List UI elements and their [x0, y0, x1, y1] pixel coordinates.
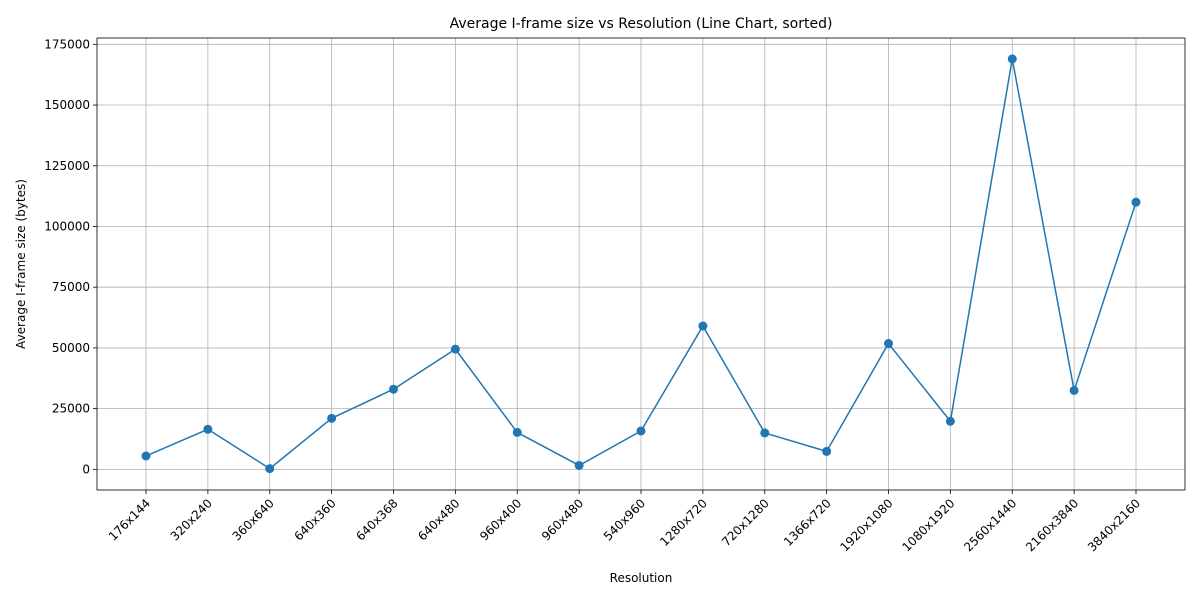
x-tick-label: 1080x1920	[899, 496, 957, 554]
y-axis-title: Average I-frame size (bytes)	[14, 179, 28, 349]
x-tick-label: 720x1280	[719, 496, 772, 549]
x-tick-label: 960x400	[477, 496, 524, 543]
data-point	[945, 416, 955, 426]
y-tick-label: 175000	[44, 37, 90, 51]
x-tick-label: 640x368	[353, 496, 400, 543]
x-tick-label: 540x960	[601, 496, 648, 543]
grid	[97, 38, 1185, 490]
x-tick-label: 640x360	[291, 496, 338, 543]
y-tick-label: 0	[82, 462, 90, 476]
y-tick-label: 75000	[52, 280, 90, 294]
y-tick-label: 50000	[52, 341, 90, 355]
x-tick-label: 1366x720	[781, 496, 834, 549]
data-point	[450, 344, 460, 354]
y-tick-label: 25000	[52, 402, 90, 416]
data-point	[203, 424, 213, 434]
x-tick-label: 640x480	[415, 496, 462, 543]
data-point	[1069, 385, 1079, 395]
data-point	[574, 460, 584, 470]
x-tick-label: 1920x1080	[838, 496, 896, 554]
chart-title: Average I-frame size vs Resolution (Line…	[450, 16, 833, 32]
x-tick-label: 2560x1440	[961, 496, 1019, 554]
y-axis-ticks: 0 25000 50000 75000 100000 125000 150000 175000	[44, 37, 97, 476]
data-point	[698, 321, 708, 331]
x-tick-label: 1280x720	[657, 496, 710, 549]
x-tick-label: 960x480	[539, 496, 586, 543]
x-tick-label: 3840x2160	[1085, 496, 1143, 554]
x-tick-label: 2160x3840	[1023, 496, 1081, 554]
data-point	[1007, 54, 1017, 64]
x-tick-label: 176x144	[106, 496, 153, 543]
data-series	[141, 54, 1141, 474]
y-tick-label: 100000	[44, 219, 90, 233]
y-tick-label: 125000	[44, 159, 90, 173]
y-tick-label: 150000	[44, 98, 90, 112]
data-point	[760, 428, 770, 438]
data-point	[389, 384, 398, 394]
data-point	[884, 339, 893, 349]
data-point	[636, 426, 646, 436]
data-point	[512, 427, 522, 437]
data-point	[1131, 197, 1141, 207]
data-point	[141, 451, 151, 461]
data-point	[265, 464, 275, 474]
x-tick-label: 360x640	[230, 496, 277, 543]
x-tick-label: 320x240	[168, 496, 215, 543]
x-axis-ticks: 176x144 320x240 360x640 640x360 640x368 640x4…	[106, 490, 1143, 554]
data-point	[327, 413, 337, 423]
x-axis-title: Resolution	[610, 571, 673, 585]
data-point	[822, 446, 832, 456]
